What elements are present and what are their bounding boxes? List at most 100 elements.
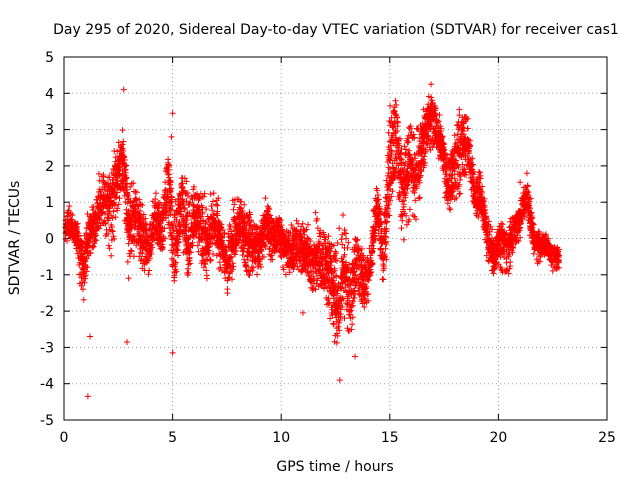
x-tick-label: 0: [60, 430, 69, 446]
data-point: [458, 127, 465, 134]
data-point: [183, 198, 190, 205]
data-point: [175, 221, 182, 228]
data-point: [293, 217, 300, 224]
data-point: [478, 194, 485, 201]
data-point: [406, 177, 413, 184]
data-point: [396, 142, 403, 149]
data-point: [266, 246, 273, 253]
data-point: [340, 287, 347, 294]
x-tick-label: 25: [598, 430, 616, 446]
data-point: [149, 227, 156, 234]
data-point: [392, 97, 399, 104]
data-point: [291, 238, 298, 245]
data-point: [400, 188, 407, 195]
data-point: [245, 271, 252, 278]
data-point: [114, 166, 121, 173]
data-point: [524, 183, 531, 190]
data-point: [298, 240, 305, 247]
data-point: [110, 188, 117, 195]
data-point: [448, 175, 455, 182]
data-point: [465, 137, 472, 143]
data-point: [312, 268, 319, 275]
data-point: [391, 168, 398, 175]
data-point: [67, 223, 74, 230]
data-point: [113, 193, 120, 200]
data-point: [307, 276, 314, 283]
data-point: [339, 211, 346, 218]
data-point: [338, 273, 345, 280]
data-point: [256, 258, 263, 265]
data-point: [224, 277, 231, 284]
data-point: [94, 199, 101, 206]
data-point: [395, 147, 402, 154]
data-point: [110, 166, 117, 173]
data-point: [352, 236, 359, 243]
data-point: [266, 223, 273, 230]
y-tick-label: 0: [45, 232, 54, 248]
data-point: [301, 227, 308, 234]
data-point: [320, 246, 327, 253]
data-point: [462, 147, 469, 154]
data-point: [492, 264, 499, 271]
data-point: [149, 222, 156, 229]
data-point: [187, 260, 194, 267]
data-point: [168, 232, 175, 239]
data-point: [184, 209, 191, 216]
data-point: [82, 247, 89, 254]
data-point: [273, 223, 280, 230]
data-point: [400, 236, 407, 243]
data-point: [73, 229, 80, 236]
data-point: [259, 230, 266, 237]
data-point: [122, 166, 129, 173]
data-point: [294, 244, 301, 251]
data-point: [255, 250, 262, 257]
data-point: [390, 124, 397, 131]
data-point: [249, 250, 256, 257]
data-point: [381, 209, 388, 216]
data-point: [133, 212, 140, 219]
data-point: [302, 265, 309, 272]
data-point: [393, 101, 400, 108]
data-point: [407, 162, 414, 169]
data-point: [462, 168, 469, 175]
data-point: [371, 235, 378, 242]
data-point: [215, 195, 222, 202]
data-point: [100, 220, 107, 227]
data-point: [378, 233, 385, 240]
data-point: [441, 163, 448, 170]
y-tick-label: -4: [40, 377, 54, 393]
data-point: [365, 291, 372, 298]
data-point: [387, 138, 394, 145]
data-point: [170, 247, 177, 254]
data-point: [329, 311, 336, 318]
data-point: [346, 261, 353, 268]
data-point: [83, 243, 90, 250]
data-point: [86, 250, 93, 257]
data-point: [108, 221, 115, 228]
data-point: [389, 188, 396, 195]
data-point: [108, 236, 115, 243]
data-point: [120, 184, 127, 191]
data-point: [330, 242, 337, 249]
data-point: [388, 134, 395, 141]
data-point: [232, 231, 239, 238]
data-point: [173, 268, 180, 275]
data-point: [383, 228, 390, 235]
data-point: [231, 218, 238, 225]
x-tick-label: 10: [272, 430, 290, 446]
data-point: [475, 202, 482, 209]
data-point: [111, 147, 118, 154]
data-point: [536, 258, 543, 265]
data-point: [171, 234, 178, 241]
data-point: [385, 164, 392, 171]
data-point: [344, 293, 351, 300]
data-point: [495, 251, 502, 258]
data-point: [141, 267, 148, 274]
data-point: [241, 215, 248, 222]
data-point: [264, 216, 271, 223]
data-point: [515, 238, 522, 245]
data-point: [122, 181, 129, 188]
data-point: [384, 159, 391, 166]
data-point: [549, 267, 556, 274]
data-point: [279, 230, 286, 237]
